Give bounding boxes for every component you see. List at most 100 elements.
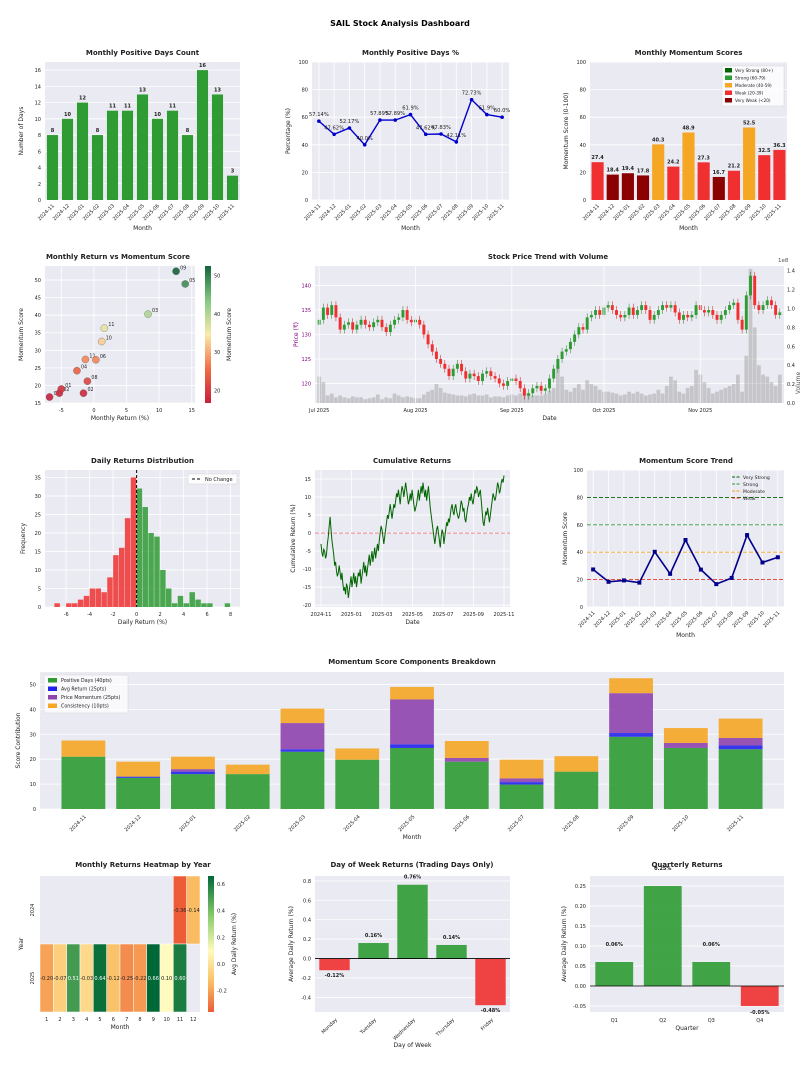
chart-price-trend: Stock Price Trend with Volume 120 125 130 13… [293, 253, 800, 422]
y-tick-label: -20 [303, 603, 311, 609]
volume-bar [484, 394, 489, 403]
bar-value-label: 10 [154, 112, 161, 118]
chart-cumulative-returns: Cumulative Returns -20 -15 -10 -5 0 5 10 15 2024-… [290, 457, 514, 626]
volume-bar [689, 385, 694, 403]
candle-body [468, 373, 472, 379]
volume-bar [426, 391, 430, 403]
stacked-bar-segment [718, 718, 763, 739]
bar-value-label: 11 [169, 104, 176, 110]
y-tick-label: 100 [298, 60, 308, 66]
bar [211, 94, 224, 200]
bar [692, 962, 731, 986]
bar [712, 176, 725, 200]
volume-bar [342, 397, 347, 403]
x-tick-label: 2025-05 [402, 612, 423, 618]
volume-bar [568, 391, 573, 403]
volume-bar [359, 397, 363, 403]
plot-area [45, 266, 195, 403]
x-tick-label: 2025-11 [217, 203, 236, 222]
bar-value-label: 36.3 [773, 143, 786, 149]
y-tick-label: 20 [580, 170, 586, 176]
data-point [698, 567, 703, 572]
volume-bar [417, 398, 422, 403]
candle-body [552, 368, 556, 379]
data-label: 47.62% [416, 125, 436, 131]
heatmap-cell [186, 875, 201, 945]
data-point [745, 533, 750, 538]
stacked-bar-segment [499, 782, 544, 785]
stacked-bar-segment [116, 777, 161, 809]
volume-bar [706, 387, 711, 403]
stacked-bar-segment [225, 774, 270, 809]
x-axis-label: Month [676, 632, 695, 639]
y-tick-label: 0 [38, 198, 41, 204]
candle-body [334, 305, 338, 318]
data-label: 52.17% [340, 119, 360, 125]
colorbar-tick-label: 20 [214, 388, 220, 394]
candle-body [493, 376, 497, 379]
x-tick-label: 2 [159, 612, 162, 618]
volume-bar [748, 268, 753, 403]
scatter-point [73, 366, 81, 375]
x-tick-label: Sep 2025 [500, 408, 524, 414]
y-tick-label: 0.15 [575, 924, 586, 930]
point-label: 04 [81, 365, 87, 371]
x-tick-label: -2 [111, 612, 116, 618]
candle-body [501, 383, 505, 386]
volume-bar [719, 389, 724, 403]
colorbar-tick-label: 0.0 [217, 962, 225, 968]
candle-body [736, 302, 740, 320]
x-tick-label: Aug 2025 [403, 408, 427, 414]
x-tick-label: 2025-09 [463, 612, 484, 618]
data-point [362, 143, 367, 147]
candle-body [644, 305, 648, 311]
x-tick-label: 9 [152, 1017, 155, 1023]
y-axis-label: Cumulative Return (%) [290, 504, 297, 572]
volume-bar [744, 355, 749, 403]
candle-body [778, 312, 782, 315]
x-tick-label: 10 [163, 1017, 169, 1023]
volume-bar [505, 395, 510, 403]
y-tick-label: -15 [303, 585, 311, 591]
volume-bar [736, 374, 740, 403]
x-tick-label: 11 [177, 1017, 183, 1023]
volume-bar [401, 397, 405, 403]
volume-bar [539, 395, 544, 403]
y-tick-label: 0.4 [303, 918, 311, 924]
candle-body [640, 305, 644, 311]
colorbar-tick-label: 0.6 [217, 882, 225, 888]
data-point [393, 118, 398, 122]
data-point [500, 115, 504, 119]
volume-bar [639, 393, 644, 403]
x-tick-label: 4 [182, 612, 185, 618]
x-tick-label: 2025-01 [341, 612, 362, 618]
candle-body [430, 344, 434, 352]
x-tick-label: Nov 2025 [688, 408, 712, 414]
legend-label: Consistency (10pts) [61, 704, 109, 710]
y2-tick-label: 0.0 [787, 401, 795, 407]
bar-value-label: 24.2 [667, 160, 680, 166]
volume-bar [346, 398, 351, 403]
y-tick-label: 80 [577, 495, 583, 501]
x-tick-label: 6 [112, 1017, 115, 1023]
stacked-bar-segment [280, 723, 325, 750]
scatter-point [57, 385, 66, 393]
candle-body [573, 334, 577, 342]
heatmap-cell-label: -0.36 [174, 908, 187, 914]
data-point [668, 571, 673, 576]
stacked-bar-segment [444, 740, 489, 758]
volume-bar [731, 384, 736, 403]
point-label: 05 [189, 278, 195, 284]
stacked-bar-segment [609, 733, 653, 737]
candle-body [447, 368, 451, 377]
candle-body [648, 310, 652, 320]
bar-value-label: 0.14% [443, 935, 460, 941]
y-tick-label: 50 [35, 278, 41, 284]
candle-body [694, 305, 698, 315]
y-tick-label: 140 [301, 284, 311, 290]
candle-body [338, 317, 342, 330]
y-tick-label: 135 [301, 308, 311, 314]
candle-body [568, 341, 572, 350]
x-tick-label: 0 [92, 408, 95, 414]
x-tick-label: Jul 2025 [308, 408, 329, 414]
